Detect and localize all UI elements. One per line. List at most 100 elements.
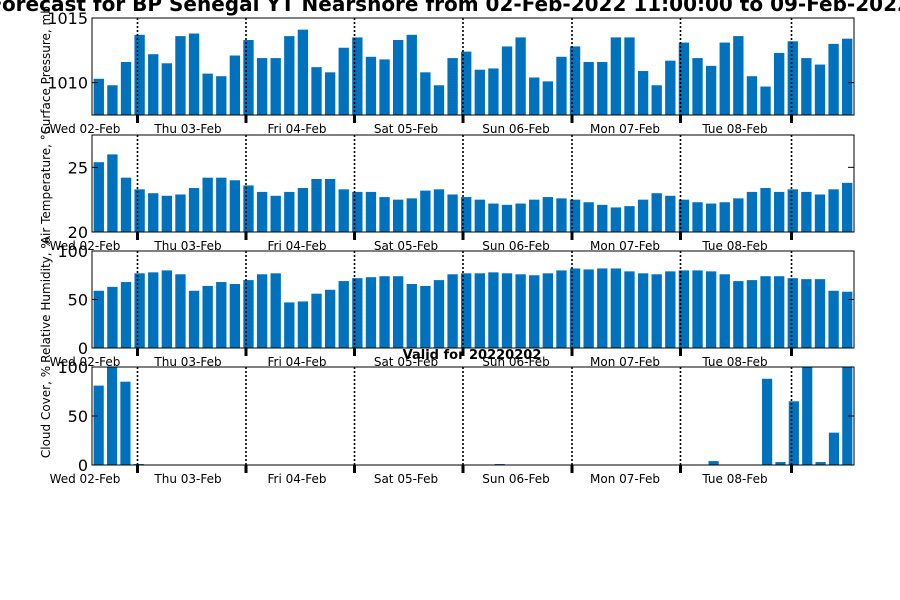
bar [733, 198, 744, 232]
x-tick-label: Wed 02-Feb [50, 122, 121, 136]
y-tick-label: 1010 [47, 74, 88, 93]
bar [583, 61, 594, 115]
figure-title: Forecast for BP Senegal YT Nearshore fro… [0, 0, 900, 16]
x-tick-label: Wed 02-Feb [50, 355, 121, 369]
bar [692, 202, 703, 232]
bar [842, 38, 853, 115]
x-tick-label: Sun 06-Feb [482, 122, 550, 136]
bar [474, 69, 485, 115]
bar [814, 279, 826, 348]
bar [284, 302, 295, 348]
bar [392, 39, 404, 115]
x-tick-label: Sat 05-Feb [374, 239, 438, 253]
chart-panels: 1010 1015 Wed 02-Feb Thu 03-Feb Fri 04-Feb Sa… [39, 6, 855, 486]
x-tick-label: Thu 03-Feb [153, 239, 221, 253]
bar [762, 378, 773, 465]
bar [175, 274, 186, 348]
bar [379, 59, 390, 115]
bar [678, 199, 690, 232]
x-tick-label: Fri 04-Feb [268, 239, 327, 253]
bar [406, 198, 417, 232]
bar [529, 77, 540, 115]
bar [802, 367, 813, 465]
axes-frame [91, 17, 855, 116]
bar [148, 193, 159, 232]
bar [610, 207, 622, 232]
x-tick-label: Mon 07-Feb [590, 122, 660, 136]
bar [284, 36, 295, 115]
bar [474, 273, 485, 348]
y-tick-label: 100 [57, 358, 88, 377]
y-axis-label: Relative Humidity, % [39, 237, 53, 363]
bar [134, 189, 145, 232]
bar [93, 78, 104, 115]
bar [461, 197, 472, 232]
x-tick-label: Sat 05-Feb [374, 472, 438, 486]
bar [352, 278, 363, 348]
bar [433, 189, 445, 232]
y-axis-label: Surface Pressure, mb [39, 6, 53, 134]
bar [284, 191, 295, 232]
bar [719, 274, 730, 348]
bar [708, 461, 719, 465]
chart-panel: 1010 1015 Wed 02-Feb Thu 03-Feb Fri 04-Feb Sa… [39, 6, 855, 136]
bar [297, 188, 309, 232]
bar [842, 291, 853, 348]
bar [801, 191, 812, 232]
bar [379, 197, 390, 232]
bar [134, 273, 145, 348]
y-tick-label: 50 [68, 291, 88, 310]
bar [515, 203, 526, 232]
bar [270, 273, 281, 348]
bar [760, 188, 771, 232]
bar [678, 270, 690, 348]
bar [488, 203, 499, 232]
bar [529, 199, 540, 232]
bar [529, 275, 540, 348]
bar [637, 273, 649, 348]
bar [338, 189, 349, 232]
bar [256, 191, 268, 232]
bar [597, 204, 608, 232]
bar [120, 177, 132, 232]
bar [788, 401, 799, 465]
bar [229, 283, 241, 348]
bar [365, 277, 377, 348]
bar [161, 63, 173, 115]
x-tick-label: Sat 05-Feb [374, 122, 438, 136]
bar [610, 37, 622, 115]
bar [624, 271, 635, 348]
bar [461, 273, 472, 348]
valid-date-label: Valid for 20220202 [403, 348, 542, 363]
bar [352, 191, 363, 232]
y-axis-label: Air Temperature, °C [39, 126, 53, 244]
bar [746, 280, 758, 348]
x-tick-label: Tue 08-Feb [701, 355, 767, 369]
bar [447, 58, 458, 115]
bar [733, 36, 744, 115]
x-tick-label: Mon 07-Feb [590, 472, 660, 486]
x-tick-label: Thu 03-Feb [153, 472, 221, 486]
bar [828, 43, 839, 116]
bar [311, 67, 322, 115]
bar [474, 199, 485, 232]
bar [161, 195, 173, 232]
bar [583, 269, 594, 348]
bar [93, 162, 104, 232]
bar [202, 177, 213, 232]
bar [501, 46, 513, 116]
bar [692, 58, 703, 115]
bar [828, 432, 840, 465]
bar [733, 281, 744, 348]
bar [433, 280, 445, 348]
bar [406, 283, 417, 348]
x-tick-label: Sun 06-Feb [482, 239, 550, 253]
bar [120, 282, 132, 348]
bar [392, 199, 404, 232]
bar [597, 268, 608, 348]
bar [420, 72, 431, 115]
bar [311, 293, 322, 348]
bar [365, 56, 377, 115]
bar [461, 51, 472, 115]
